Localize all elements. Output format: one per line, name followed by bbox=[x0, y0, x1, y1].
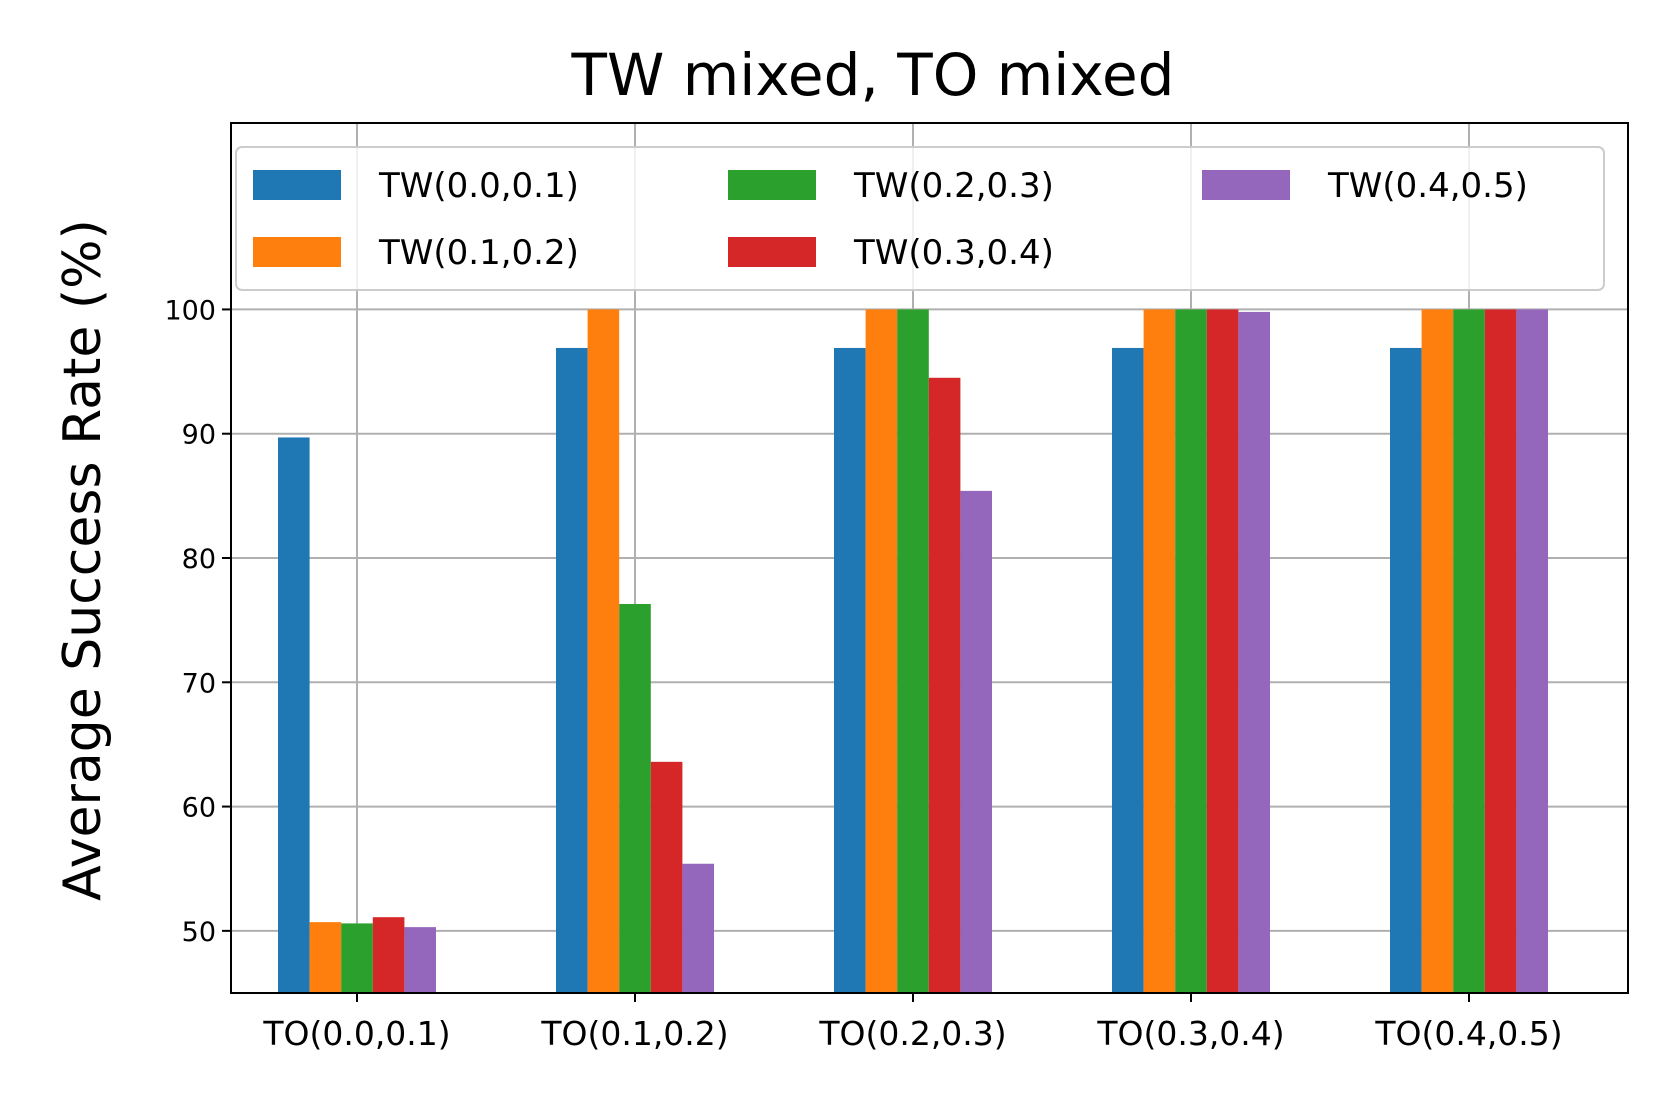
bar bbox=[1143, 309, 1176, 993]
x-tick-label: TO(0.4,0.5) bbox=[1374, 1014, 1562, 1053]
legend-label: TW(0.4,0.5) bbox=[1327, 166, 1528, 206]
bar bbox=[1453, 309, 1485, 993]
y-tick-label: 100 bbox=[164, 295, 216, 326]
bar bbox=[897, 309, 929, 993]
y-tick-label: 80 bbox=[182, 544, 216, 575]
bars bbox=[278, 309, 1548, 993]
bar bbox=[404, 927, 436, 993]
bar bbox=[1484, 309, 1517, 993]
bar bbox=[865, 309, 898, 993]
legend-swatch bbox=[253, 237, 341, 267]
bar bbox=[309, 922, 342, 993]
bar bbox=[556, 347, 588, 993]
bar bbox=[1112, 347, 1144, 993]
bar bbox=[928, 377, 961, 993]
bar bbox=[372, 917, 405, 993]
x-tick-label: TO(0.0,0.1) bbox=[262, 1014, 450, 1053]
bar bbox=[619, 603, 651, 993]
axis-ticks: 50 60 70 80 90 100 TO(0.0,0.1) TO(0.1,0.2) TO(0.… bbox=[164, 295, 1562, 1053]
legend: TW(0.0,0.1) TW(0.1,0.2) TW(0.2,0.3) TW(0.3,… bbox=[235, 146, 1605, 291]
y-axis-label: Average Success Rate (%) bbox=[53, 219, 113, 901]
bar bbox=[341, 923, 373, 993]
legend-swatch bbox=[1202, 170, 1290, 200]
legend-label: TW(0.1,0.2) bbox=[378, 233, 579, 273]
bar bbox=[1238, 311, 1270, 993]
y-tick-label: 50 bbox=[182, 917, 216, 948]
x-tick-label: TO(0.1,0.2) bbox=[540, 1014, 728, 1053]
bar bbox=[1390, 347, 1422, 993]
bar bbox=[1516, 309, 1548, 993]
bar bbox=[650, 761, 683, 993]
bar bbox=[1175, 309, 1207, 993]
x-tick-label: TO(0.2,0.3) bbox=[818, 1014, 1006, 1053]
legend-swatch bbox=[728, 237, 816, 267]
bar bbox=[834, 347, 866, 993]
y-tick-label: 90 bbox=[182, 420, 216, 451]
legend-label: TW(0.3,0.4) bbox=[853, 233, 1054, 273]
bar bbox=[960, 490, 992, 993]
chart-title: TW mixed, TO mixed bbox=[571, 41, 1175, 109]
y-tick-label: 70 bbox=[182, 668, 216, 699]
legend-swatch bbox=[253, 170, 341, 200]
bar bbox=[278, 437, 310, 993]
bar bbox=[587, 309, 620, 993]
legend-swatch bbox=[728, 170, 816, 200]
legend-label: TW(0.0,0.1) bbox=[378, 166, 579, 206]
y-tick-label: 60 bbox=[182, 793, 216, 824]
bar bbox=[682, 863, 714, 993]
bar bbox=[1206, 309, 1239, 993]
x-tick-label: TO(0.3,0.4) bbox=[1096, 1014, 1284, 1053]
legend-label: TW(0.2,0.3) bbox=[853, 166, 1054, 206]
bar bbox=[1421, 309, 1454, 993]
